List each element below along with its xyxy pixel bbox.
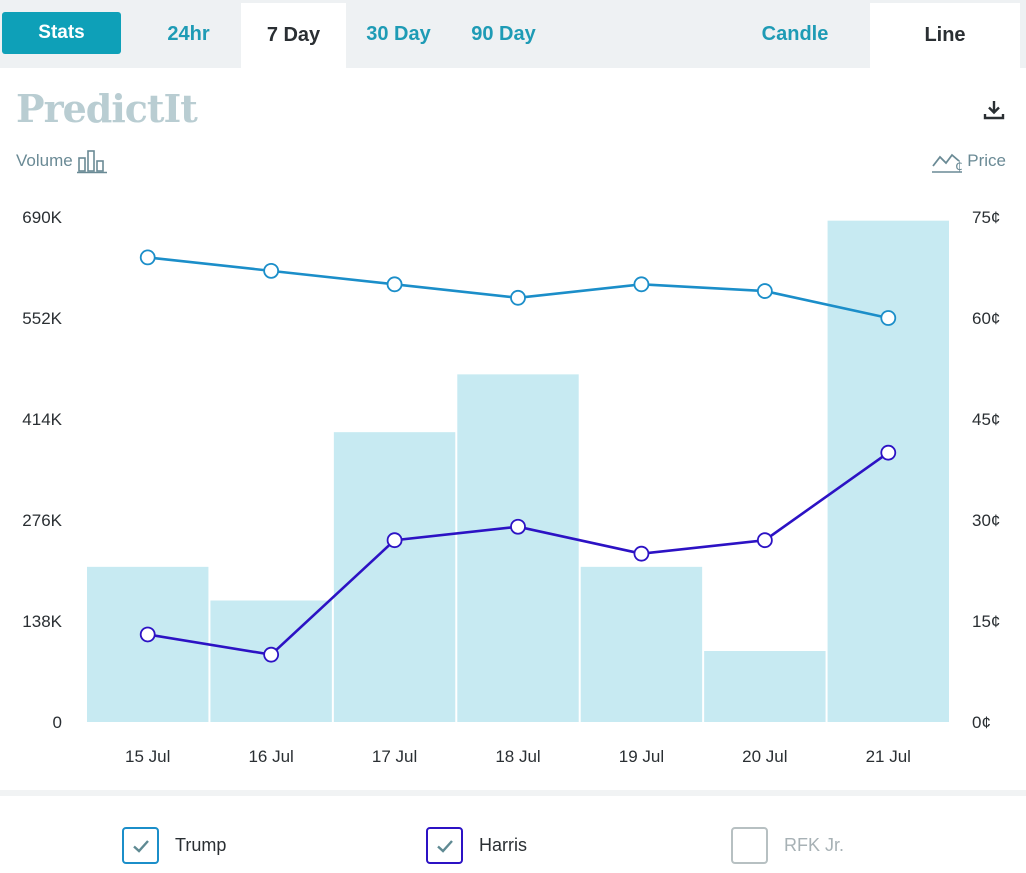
volume-bar — [580, 566, 703, 722]
price-point — [263, 262, 280, 279]
volume-bar — [704, 651, 826, 722]
timeframe-tab-bar: Stats 24hr 7 Day 30 Day 90 Day Candle Li… — [0, 0, 1026, 68]
price-point — [756, 283, 773, 299]
x-axis-tick: 18 Jul — [495, 747, 540, 766]
price-axis-tick: 15¢ — [972, 612, 1000, 631]
price-axis-tick: 0¢ — [972, 713, 991, 732]
volume-bar — [827, 220, 949, 722]
price-axis-tick: 30¢ — [972, 511, 1000, 530]
x-axis-tick: 15 Jul — [125, 747, 170, 766]
price-line-icon: ¢ — [932, 153, 963, 174]
price-point — [633, 545, 650, 562]
chart-svg: 0 138K 276K 414K 552K 690K 0¢ 15¢ 30¢ 45¢ 60¢ 75¢ 15… — [22, 208, 1000, 766]
legend-item-trump[interactable]: Trump — [122, 827, 226, 864]
legend-item-rfk-jr[interactable]: RFK Jr. — [731, 827, 844, 864]
price-point — [386, 532, 403, 549]
price-point — [263, 646, 280, 663]
volume-bar — [457, 374, 579, 722]
volume-axis-tick: 414K — [22, 410, 62, 429]
legend-label: Trump — [175, 835, 227, 855]
svg-text:¢: ¢ — [955, 159, 963, 174]
price-volume-chart: 0 138K 276K 414K 552K 690K 0¢ 15¢ 30¢ 45¢ 60¢ 75¢ 15… — [0, 190, 1026, 790]
price-point — [880, 444, 897, 461]
price-axis-tick: 75¢ — [972, 208, 1000, 227]
legend-item-harris[interactable]: Harris — [426, 827, 527, 864]
price-line-trump — [147, 256, 889, 320]
price-point — [880, 310, 897, 326]
volume-bar — [87, 566, 209, 722]
divider — [0, 790, 1026, 796]
volume-axis-tick: 0 — [53, 713, 62, 732]
volume-bar — [333, 432, 456, 722]
x-axis-tick: 20 Jul — [742, 747, 787, 766]
volume-toggle[interactable]: Volume — [16, 148, 107, 174]
tab-line[interactable]: Line — [870, 3, 1020, 68]
download-icon[interactable] — [982, 98, 1006, 122]
price-toggle[interactable]: ¢ Price — [931, 148, 1006, 174]
legend-checkbox[interactable] — [122, 827, 159, 864]
tab-30-day[interactable]: 30 Day — [366, 22, 431, 45]
check-icon — [436, 839, 453, 853]
logo-text: PredictIt — [16, 86, 198, 131]
x-axis-tick: 19 Jul — [619, 747, 664, 766]
price-point — [386, 276, 403, 293]
price-point — [510, 518, 526, 535]
x-axis-tick: 17 Jul — [372, 747, 417, 766]
price-point — [139, 626, 156, 643]
x-axis-tick: 16 Jul — [248, 747, 293, 766]
stats-button[interactable]: Stats — [2, 12, 121, 54]
legend-checkbox[interactable] — [731, 827, 768, 864]
tab-candle[interactable]: Candle — [761, 22, 829, 45]
price-label: Price — [967, 151, 1006, 170]
predictit-logo: PredictIt — [16, 86, 198, 131]
bar-chart-icon — [76, 150, 107, 174]
price-point — [633, 276, 650, 293]
tab-90-day[interactable]: 90 Day — [471, 22, 536, 45]
volume-axis-tick: 276K — [22, 511, 62, 530]
price-point — [756, 532, 773, 549]
price-axis-tick: 60¢ — [972, 309, 1000, 328]
volume-axis-tick: 552K — [22, 309, 62, 328]
legend-label: RFK Jr. — [784, 835, 845, 855]
tab-7-day[interactable]: 7 Day — [241, 3, 346, 68]
tab-24hr[interactable]: 24hr — [167, 22, 210, 45]
legend-checkbox[interactable] — [426, 827, 463, 864]
price-point — [510, 289, 526, 306]
price-point — [139, 249, 156, 266]
volume-label: Volume — [16, 151, 73, 170]
price-axis-tick: 45¢ — [972, 410, 1000, 429]
volume-axis-tick: 138K — [22, 612, 62, 631]
legend-label: Harris — [479, 835, 527, 855]
check-icon — [132, 839, 149, 853]
x-axis-tick: 21 Jul — [866, 747, 911, 766]
volume-axis-tick: 690K — [22, 208, 62, 227]
